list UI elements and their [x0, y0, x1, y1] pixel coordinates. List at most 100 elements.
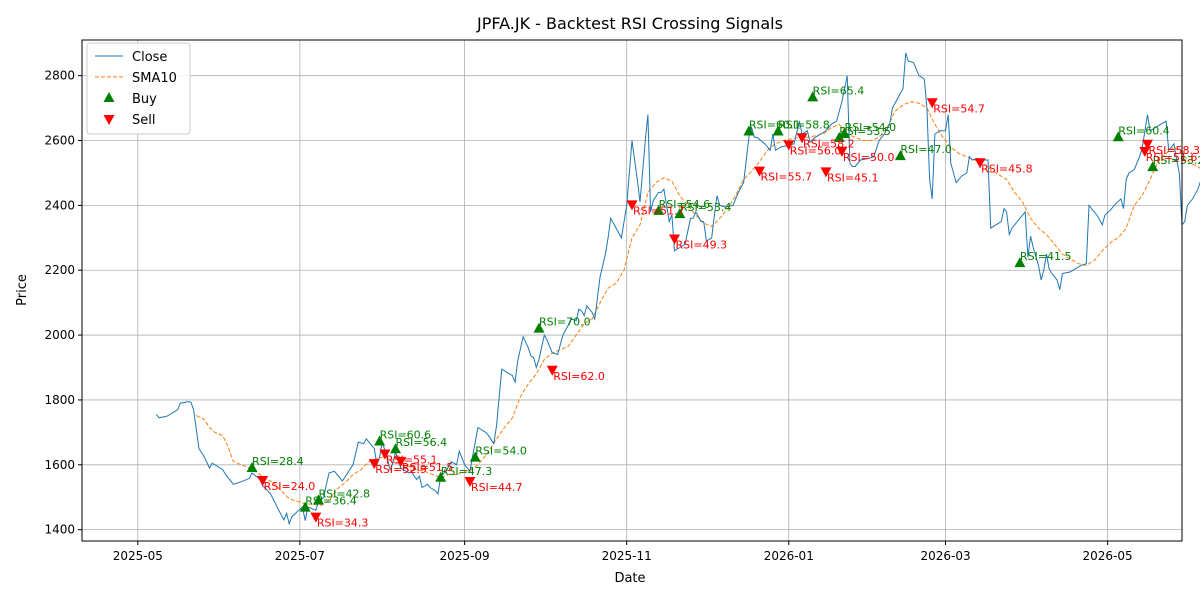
- legend-entry-label: Close: [132, 50, 167, 65]
- legend-sell-swatch: [103, 115, 115, 125]
- y-tick-label: 2000: [44, 328, 75, 342]
- plot-area: RSI=28.4RSI=36.4RSI=42.8RSI=60.6RSI=56.4…: [156, 52, 1200, 530]
- buy-signal-marker: [894, 150, 906, 161]
- legend-buy-swatch: [103, 92, 115, 102]
- buy-signal-label: RSI=56.4: [396, 436, 448, 449]
- buy-signal-marker: [374, 435, 386, 446]
- sell-signal-label: RSI=58.3: [1148, 144, 1200, 157]
- buy-signal-label: RSI=60.4: [1118, 124, 1170, 137]
- x-tick-label: 2025-11: [602, 549, 652, 563]
- buy-signal-label: RSI=47.3: [441, 465, 493, 478]
- sell-signal-marker: [974, 158, 986, 169]
- buy-signal-label: RSI=47.0: [900, 143, 952, 156]
- buy-signal-label: RSI=28.4: [252, 455, 304, 468]
- sell-signal-marker: [836, 146, 848, 157]
- x-tick-label: 2026-01: [764, 549, 814, 563]
- buy-signal-marker: [469, 451, 481, 462]
- buy-signal-marker: [743, 125, 755, 136]
- sma10-series-line: [196, 101, 1200, 506]
- axes-frame: [81, 39, 1183, 542]
- sell-signal-label: RSI=56.0: [790, 144, 842, 157]
- sell-signal-label: RSI=54.7: [933, 102, 985, 115]
- chart-title: JPFA.JK - Backtest RSI Crossing Signals: [476, 14, 783, 33]
- sell-signal-marker: [310, 512, 322, 523]
- buy-signal-marker: [653, 204, 665, 215]
- y-tick-label: 1600: [44, 458, 75, 472]
- buy-signal-label: RSI=54.6: [659, 198, 711, 211]
- sell-signal-label: RSI=24.0: [264, 480, 316, 493]
- buy-signal-label: RSI=53.5: [839, 125, 891, 138]
- close-series-line: [156, 52, 1200, 526]
- buy-signal-marker: [390, 443, 402, 454]
- buy-signal-label: RSI=53.4: [680, 201, 732, 214]
- sell-signal-marker: [546, 365, 558, 376]
- x-tick-label: 2026-03: [920, 549, 970, 563]
- sell-signal-label: RSI=50.0: [843, 151, 895, 164]
- buy-signal-label: RSI=42.8: [318, 487, 370, 500]
- y-tick-label: 2400: [44, 198, 75, 212]
- buy-signal-marker: [533, 322, 545, 333]
- sell-signal-label: RSI=44.7: [471, 481, 523, 494]
- sell-signal-marker: [368, 459, 380, 470]
- y-tick-label: 2200: [44, 263, 75, 277]
- legend-box: [86, 42, 191, 135]
- buy-signal-label: RSI=65.4: [813, 84, 865, 97]
- y-tick-label: 1400: [44, 523, 75, 537]
- legend: Close SMA10 Buy Sell: [86, 42, 191, 135]
- y-tick-label: 1800: [44, 393, 75, 407]
- sell-signal-label: RSI=52.9: [375, 463, 427, 476]
- buy-signal-marker: [1014, 257, 1026, 268]
- sell-signal-marker: [257, 476, 269, 487]
- buy-signal-marker: [807, 91, 819, 102]
- sell-signal-label: RSI=34.3: [317, 517, 369, 530]
- buy-signal-marker: [246, 462, 258, 473]
- buy-signal-marker: [1147, 161, 1159, 172]
- buy-signal-marker: [312, 494, 324, 505]
- sell-signal-label: RSI=62.0: [553, 370, 605, 383]
- legend-entry-label: SMA10: [132, 71, 177, 86]
- x-axis-label: Date: [614, 571, 645, 586]
- buy-signal-label: RSI=60.6: [380, 428, 432, 441]
- y-tick-label: 2800: [44, 69, 75, 83]
- legend-entry-label: Buy: [132, 92, 157, 107]
- buy-signal-label: RSI=54.0: [475, 445, 527, 458]
- x-tick-label: 2026-05: [1083, 549, 1133, 563]
- buy-signal-marker: [1112, 131, 1124, 142]
- sell-signal-label: RSI=45.1: [827, 171, 879, 184]
- x-tick-label: 2025-09: [440, 549, 490, 563]
- x-axis: 2025-05 2025-07 2025-09 2025-11 2026-01 2026-…: [113, 541, 1133, 563]
- buy-signal-label: RSI=54.0: [845, 121, 897, 134]
- buy-signal-label: RSI=60.1: [749, 118, 801, 131]
- sell-signal-label: RSI=51.5: [402, 461, 454, 474]
- buy-signal-marker: [839, 128, 851, 139]
- buy-signal-label: RSI=41.5: [1020, 250, 1072, 263]
- sell-signal-marker: [783, 140, 795, 151]
- sell-signal-label: RSI=49.3: [676, 238, 728, 251]
- sell-signal-marker: [1141, 139, 1153, 150]
- sell-signal-marker: [379, 449, 391, 460]
- x-tick-label: 2025-07: [275, 549, 325, 563]
- buy-signal-label: RSI=53.2: [1153, 154, 1200, 167]
- buy-signal-marker: [674, 208, 686, 219]
- sell-signal-marker: [464, 477, 476, 488]
- buy-signal-label: RSI=70.0: [539, 316, 591, 329]
- sell-signal-marker: [626, 200, 638, 211]
- sell-signal-label: RSI=51.7: [633, 204, 685, 217]
- sell-signal-label: RSI=45.8: [981, 162, 1033, 175]
- sell-signal-label: RSI=55.7: [761, 171, 813, 184]
- buy-signal-marker: [833, 131, 845, 142]
- sell-signal-label: RSI=55.1: [386, 453, 438, 466]
- buy-signal-marker: [299, 501, 311, 512]
- sell-signal-marker: [926, 98, 938, 109]
- y-tick-label: 2600: [44, 134, 75, 148]
- sell-signal-marker: [796, 133, 808, 144]
- sell-signal-marker: [395, 456, 407, 467]
- sell-signal-marker: [754, 166, 766, 177]
- legend-entry-label: Sell: [132, 113, 155, 128]
- sell-signal-marker: [820, 167, 832, 178]
- y-axis: 1400 1600 1800 2000 2200 2400 2600 2800: [44, 69, 82, 537]
- y-axis-label: Price: [15, 274, 30, 306]
- buy-signal-marker: [435, 471, 447, 482]
